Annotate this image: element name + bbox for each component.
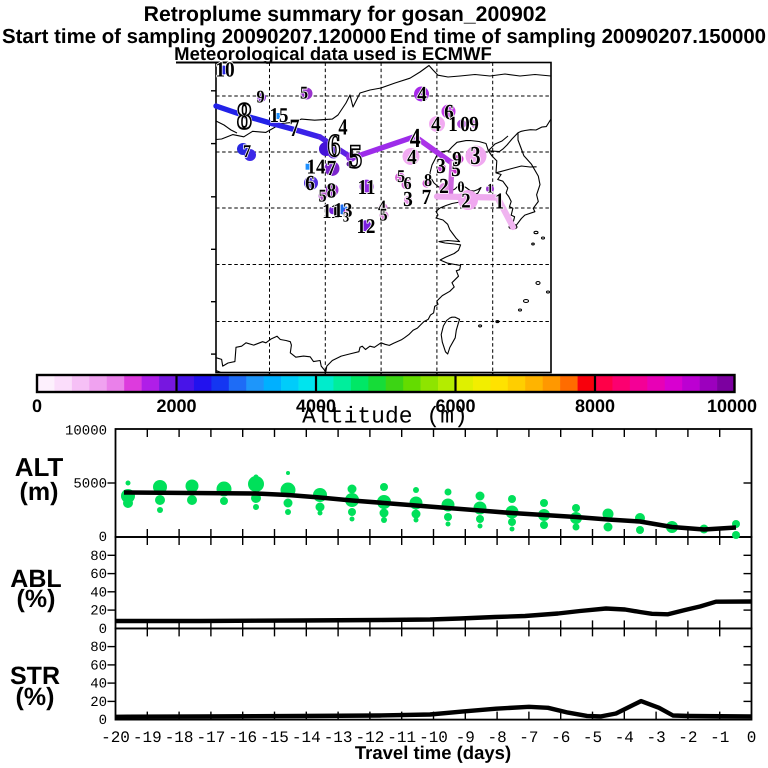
svg-text:11: 11 <box>322 199 340 223</box>
svg-text:7: 7 <box>327 156 337 180</box>
svg-text:8: 8 <box>237 95 252 137</box>
svg-text:0: 0 <box>99 713 107 729</box>
svg-text:-17: -17 <box>196 729 225 747</box>
svg-text:-20: -20 <box>101 729 130 747</box>
svg-text:6: 6 <box>328 127 341 163</box>
svg-text:-1: -1 <box>710 729 729 747</box>
svg-text:3: 3 <box>470 141 480 170</box>
svg-text:3: 3 <box>436 154 446 178</box>
svg-text:-8: -8 <box>487 729 506 747</box>
svg-text:Meteorological data used is EC: Meteorological data used is ECMWF <box>174 43 492 64</box>
svg-text:6000: 6000 <box>435 396 475 416</box>
svg-text:5: 5 <box>349 138 362 175</box>
svg-text:-14: -14 <box>292 729 321 747</box>
svg-text:40: 40 <box>90 585 107 601</box>
svg-text:9: 9 <box>469 112 479 136</box>
svg-text:-15: -15 <box>260 729 289 747</box>
svg-text:12: 12 <box>357 214 376 238</box>
svg-text:7: 7 <box>422 185 432 209</box>
svg-text:4: 4 <box>431 112 441 136</box>
svg-text:40: 40 <box>90 677 107 693</box>
svg-text:9: 9 <box>452 147 462 171</box>
svg-text:STR: STR <box>10 662 60 690</box>
svg-text:(%): (%) <box>16 683 55 711</box>
svg-text:20: 20 <box>90 604 107 620</box>
svg-text:10: 10 <box>215 58 234 82</box>
svg-text:-10: -10 <box>419 729 448 747</box>
svg-text:0: 0 <box>460 112 470 136</box>
svg-text:2: 2 <box>439 174 449 198</box>
svg-text:-3: -3 <box>646 729 665 747</box>
svg-text:-6: -6 <box>551 729 570 747</box>
svg-text:-16: -16 <box>228 729 257 747</box>
svg-text:6: 6 <box>444 100 454 124</box>
svg-text:14: 14 <box>307 154 326 178</box>
svg-text:ABL: ABL <box>10 565 61 593</box>
svg-text:-5: -5 <box>583 729 602 747</box>
svg-text:9: 9 <box>256 86 264 106</box>
svg-text:3: 3 <box>403 187 413 211</box>
svg-text:0: 0 <box>747 729 757 747</box>
svg-text:-9: -9 <box>456 729 475 747</box>
svg-text:2000: 2000 <box>156 396 196 416</box>
svg-text:6: 6 <box>305 171 315 195</box>
svg-text:5: 5 <box>397 166 405 186</box>
svg-text:6: 6 <box>328 127 341 163</box>
svg-text:-13: -13 <box>324 729 353 747</box>
svg-text:2: 2 <box>461 188 470 212</box>
svg-text:80: 80 <box>90 640 107 656</box>
svg-text:7: 7 <box>243 141 251 161</box>
svg-text:0: 0 <box>99 622 107 638</box>
svg-text:4: 4 <box>410 122 421 153</box>
svg-text:5: 5 <box>318 185 326 205</box>
svg-text:6: 6 <box>403 173 411 193</box>
svg-text:ALT: ALT <box>15 452 64 482</box>
svg-text:20: 20 <box>90 695 107 711</box>
svg-text:0: 0 <box>457 179 464 196</box>
svg-text:-4: -4 <box>615 729 634 747</box>
svg-text:15: 15 <box>270 103 289 127</box>
svg-text:5: 5 <box>379 204 387 224</box>
svg-text:(m): (m) <box>20 478 59 506</box>
svg-text:5000: 5000 <box>73 477 107 493</box>
svg-text:5: 5 <box>451 157 461 181</box>
svg-text:5: 5 <box>300 82 308 102</box>
svg-text:1: 1 <box>495 189 504 214</box>
svg-text:7: 7 <box>290 115 300 142</box>
svg-text:-7: -7 <box>519 729 538 747</box>
svg-text:-2: -2 <box>678 729 697 747</box>
svg-text:4: 4 <box>407 145 417 169</box>
svg-text:80: 80 <box>90 549 107 565</box>
svg-text:4: 4 <box>378 196 386 216</box>
svg-text:4: 4 <box>417 82 427 106</box>
svg-text:End time of sampling 20090207.: End time of sampling 20090207.150000 <box>390 26 766 48</box>
svg-text:-19: -19 <box>133 729 162 747</box>
svg-text:60: 60 <box>90 658 107 674</box>
svg-text:4: 4 <box>338 115 348 140</box>
svg-text:10000: 10000 <box>707 396 757 416</box>
svg-text:8: 8 <box>424 170 432 190</box>
svg-text:(%): (%) <box>17 585 56 613</box>
svg-text:4000: 4000 <box>296 396 336 416</box>
svg-text:1: 1 <box>487 180 493 195</box>
svg-text:Travel time (days): Travel time (days) <box>355 742 511 763</box>
svg-text:-18: -18 <box>165 729 194 747</box>
svg-text:Altitude (m): Altitude (m) <box>302 404 468 430</box>
svg-text:1: 1 <box>448 112 458 136</box>
svg-text:0: 0 <box>32 396 42 416</box>
svg-text:5: 5 <box>349 138 362 175</box>
svg-text:0: 0 <box>99 530 107 546</box>
svg-text:13: 13 <box>334 198 353 222</box>
svg-text:8: 8 <box>327 179 337 203</box>
svg-text:Retroplume summary for gosan_2: Retroplume summary for gosan_200902 <box>144 3 547 26</box>
svg-text:8: 8 <box>237 95 252 137</box>
svg-text:-11: -11 <box>387 729 416 747</box>
svg-text:8000: 8000 <box>575 396 615 416</box>
svg-text:-12: -12 <box>355 729 384 747</box>
svg-text:3: 3 <box>343 211 349 226</box>
svg-text:10000: 10000 <box>65 424 107 440</box>
svg-text:Start time of sampling 2009020: Start time of sampling 20090207.120000 <box>2 26 386 48</box>
svg-text:60: 60 <box>90 567 107 583</box>
svg-text:11: 11 <box>358 175 376 199</box>
